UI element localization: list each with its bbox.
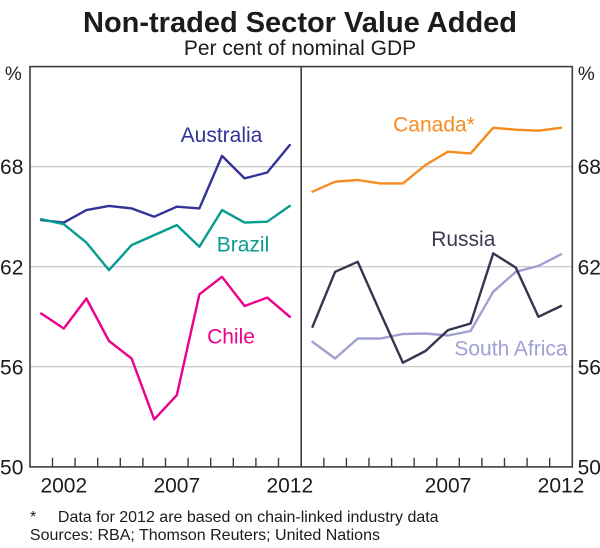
svg-text:68: 68 [578,156,600,179]
svg-text:Non-traded Sector Value Added: Non-traded Sector Value Added [83,7,517,39]
svg-text:Sources: RBA; Thomson Reuters;: Sources: RBA; Thomson Reuters; United Na… [30,527,380,543]
svg-text:56: 56 [578,356,600,379]
svg-text:%: % [5,64,22,85]
svg-text:Russia: Russia [431,228,496,251]
svg-text:56: 56 [0,356,23,379]
svg-text:50: 50 [0,456,23,479]
svg-text:2012: 2012 [538,475,585,498]
svg-text:62: 62 [578,256,600,279]
svg-text:South Africa: South Africa [454,338,568,361]
svg-text:Canada*: Canada* [393,114,475,137]
svg-text:2012: 2012 [266,475,313,498]
svg-text:50: 50 [578,456,600,479]
svg-text:2007: 2007 [153,475,200,498]
svg-text:Chile: Chile [207,325,255,348]
svg-text:68: 68 [0,156,23,179]
svg-text:%: % [578,64,595,85]
svg-text:2007: 2007 [425,475,472,498]
svg-text:Data for 2012 are based on cha: Data for 2012 are based on chain-linked … [58,509,439,526]
svg-text:Australia: Australia [181,124,263,147]
svg-text:62: 62 [0,256,23,279]
svg-text:Brazil: Brazil [217,234,270,257]
svg-text:2002: 2002 [40,475,87,498]
svg-text:*: * [30,509,36,526]
svg-text:Per cent of nominal GDP: Per cent of nominal GDP [184,37,416,60]
